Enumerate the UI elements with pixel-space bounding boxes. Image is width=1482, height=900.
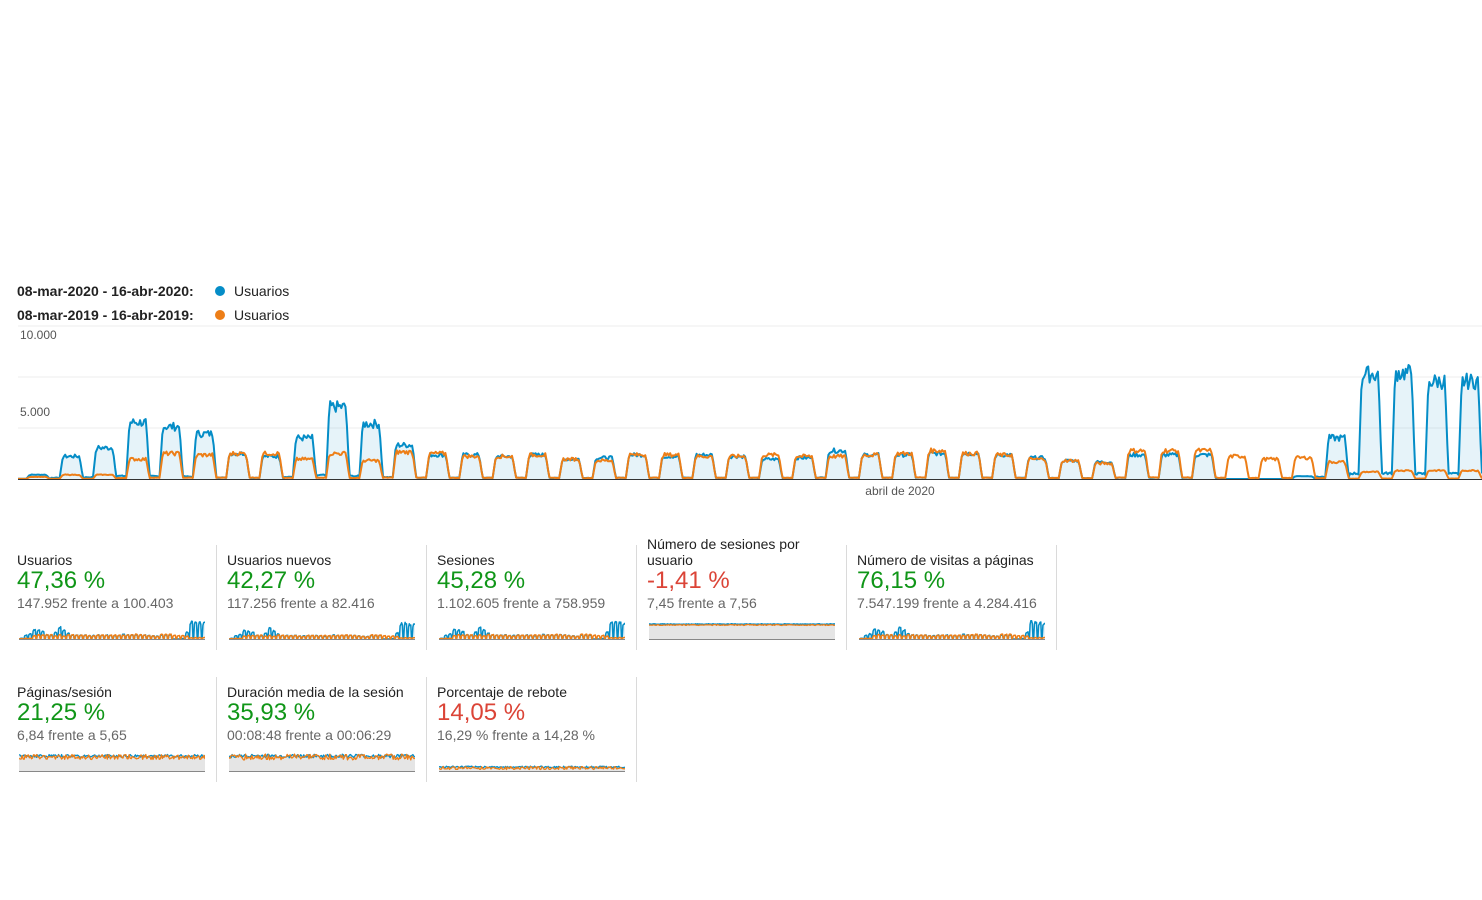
metric-detail: 7.547.199 frente a 4.284.416 xyxy=(857,595,1037,611)
legend-metric-previous[interactable]: Usuarios xyxy=(234,307,290,323)
legend-date-previous: 08-mar-2019 - 16-abr-2019: xyxy=(17,307,194,323)
metric-title: Páginas/sesión xyxy=(17,684,112,700)
spark-previous-line xyxy=(439,633,625,640)
spark-previous-line xyxy=(859,633,1045,640)
metric-detail: 16,29 % frente a 14,28 % xyxy=(437,727,595,743)
main-line-chart[interactable]: 10.000 5.000 abril de 2020 xyxy=(0,320,1482,500)
metric-card-porcentaje-rebote[interactable]: Porcentaje de rebote 14,05 % 16,29 % fre… xyxy=(437,677,637,782)
metric-card-sesiones-por-usuario[interactable]: Número de sesiones por usuario -1,41 % 7… xyxy=(647,536,847,650)
sparkline-group xyxy=(859,619,1045,640)
metric-card-paginas-sesion[interactable]: Páginas/sesión 21,25 % 6,84 frente a 5,6… xyxy=(17,677,217,782)
metric-sparkline xyxy=(649,623,835,640)
metric-title: Porcentaje de rebote xyxy=(437,684,567,700)
metric-sparkline xyxy=(229,753,415,772)
main-chart-series xyxy=(18,364,1482,480)
metric-title: Usuarios nuevos xyxy=(227,552,332,568)
metric-title: Sesiones xyxy=(437,552,495,568)
sparkline-group xyxy=(649,623,835,640)
series-current-area xyxy=(18,365,1482,479)
spark-previous-line xyxy=(19,753,205,761)
sparkline-group xyxy=(19,620,205,640)
metric-change: 47,36 % xyxy=(17,567,106,594)
sparkline-group xyxy=(229,621,415,640)
metric-title: Número de visitas a páginas xyxy=(857,552,1034,568)
metric-sparkline xyxy=(859,619,1045,640)
metric-sparkline xyxy=(19,753,205,772)
legend-dot-current xyxy=(215,286,225,296)
metric-title: Duración media de la sesión xyxy=(227,684,404,700)
metric-change: 14,05 % xyxy=(437,699,526,726)
metric-sparkline xyxy=(229,621,415,640)
spark-previous-line xyxy=(439,765,625,771)
metric-sparkline xyxy=(19,620,205,640)
metric-title: Número de sesiones por usuario xyxy=(647,536,800,568)
legend-row-current: 08-mar-2020 - 16-abr-2020: Usuarios xyxy=(17,279,289,303)
y-tick-label-5000: 5.000 xyxy=(20,405,50,419)
metric-sparkline xyxy=(439,765,625,772)
legend-metric-current[interactable]: Usuarios xyxy=(234,283,290,299)
spark-previous-line xyxy=(19,633,205,640)
metric-change: -1,41 % xyxy=(647,567,730,594)
sparkline-group xyxy=(19,753,205,772)
metric-change: 21,25 % xyxy=(17,699,106,726)
metric-detail: 00:08:48 frente a 00:06:29 xyxy=(227,727,392,743)
metric-change: 42,27 % xyxy=(227,567,316,594)
sparkline-group xyxy=(439,765,625,772)
metric-card-usuarios-nuevos[interactable]: Usuarios nuevos 42,27 % 117.256 frente a… xyxy=(227,545,427,650)
legend-row-previous: 08-mar-2019 - 16-abr-2019: Usuarios xyxy=(17,303,289,327)
spark-previous-line xyxy=(229,634,415,640)
legend-dot-previous xyxy=(215,310,225,320)
metric-detail: 147.952 frente a 100.403 xyxy=(17,595,174,611)
chart-legend: 08-mar-2020 - 16-abr-2020: Usuarios 08-m… xyxy=(17,279,289,327)
metric-sparkline xyxy=(439,620,625,640)
series-previous-line xyxy=(18,447,1482,480)
metric-detail: 6,84 frente a 5,65 xyxy=(17,727,127,743)
metric-detail: 117.256 frente a 82.416 xyxy=(227,595,375,611)
metric-change: 35,93 % xyxy=(227,699,316,726)
x-tick-label-april: abril de 2020 xyxy=(865,484,935,498)
metric-card-visitas-paginas[interactable]: Número de visitas a páginas 76,15 % 7.54… xyxy=(857,545,1057,650)
metric-card-duracion-media[interactable]: Duración media de la sesión 35,93 % 00:0… xyxy=(227,677,427,782)
spark-previous-line xyxy=(649,623,835,627)
metric-change: 76,15 % xyxy=(857,567,946,594)
metric-detail: 1.102.605 frente a 758.959 xyxy=(437,595,606,611)
metric-change: 45,28 % xyxy=(437,567,526,594)
metric-detail: 7,45 frente a 7,56 xyxy=(647,595,757,611)
metric-card-usuarios[interactable]: Usuarios 47,36 % 147.952 frente a 100.40… xyxy=(17,545,217,650)
spark-previous-line xyxy=(229,753,415,761)
metric-title: Usuarios xyxy=(17,552,73,568)
main-chart-svg: 10.000 5.000 abril de 2020 xyxy=(18,325,1482,498)
y-tick-label-10000: 10.000 xyxy=(20,328,57,342)
spark-current-area xyxy=(649,623,835,639)
sparkline-group xyxy=(229,753,415,772)
legend-date-current: 08-mar-2020 - 16-abr-2020: xyxy=(17,283,194,299)
sparkline-group xyxy=(439,620,625,640)
metric-card-sesiones[interactable]: Sesiones 45,28 % 1.102.605 frente a 758.… xyxy=(437,545,637,650)
